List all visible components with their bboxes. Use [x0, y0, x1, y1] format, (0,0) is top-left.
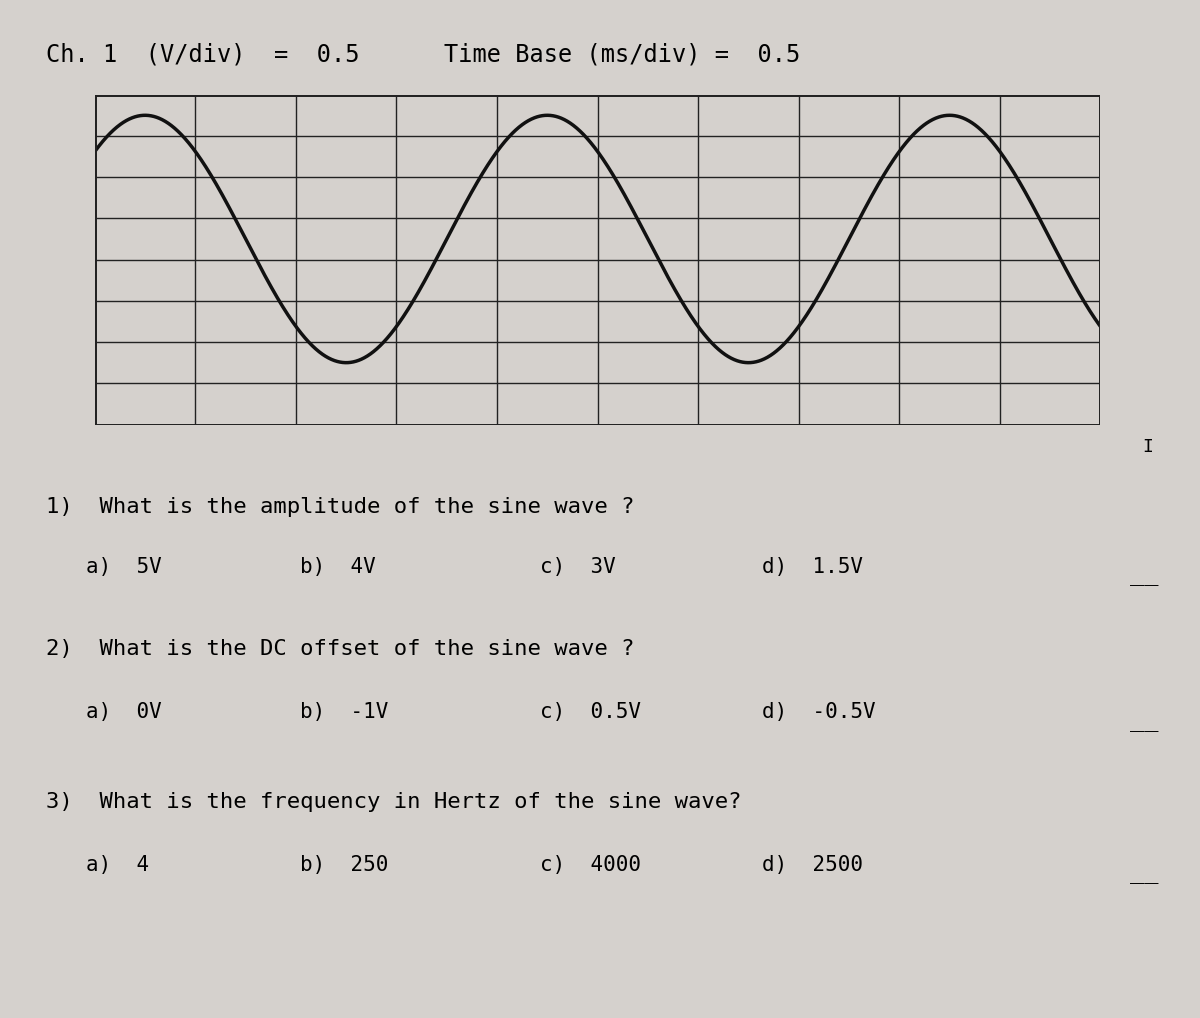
Text: 1)  What is the amplitude of the sine wave ?: 1) What is the amplitude of the sine wav…	[46, 497, 634, 517]
Text: I: I	[1142, 438, 1153, 456]
Text: 3)  What is the frequency in Hertz of the sine wave?: 3) What is the frequency in Hertz of the…	[46, 792, 742, 812]
Text: b)  250: b) 250	[300, 855, 389, 875]
Text: a)  0V: a) 0V	[86, 702, 162, 723]
Text: __: __	[1130, 708, 1159, 732]
Text: c)  0.5V: c) 0.5V	[540, 702, 641, 723]
Text: c)  3V: c) 3V	[540, 557, 616, 577]
Text: a)  5V: a) 5V	[86, 557, 162, 577]
Text: c)  4000: c) 4000	[540, 855, 641, 875]
Text: Ch. 1  (V/div)  =  0.5: Ch. 1 (V/div) = 0.5	[46, 43, 359, 67]
Text: d)  1.5V: d) 1.5V	[762, 557, 863, 577]
Text: d)  2500: d) 2500	[762, 855, 863, 875]
Text: b)  4V: b) 4V	[300, 557, 376, 577]
Text: 2)  What is the DC offset of the sine wave ?: 2) What is the DC offset of the sine wav…	[46, 639, 634, 660]
Text: b)  -1V: b) -1V	[300, 702, 389, 723]
Text: __: __	[1130, 860, 1159, 885]
Text: d)  -0.5V: d) -0.5V	[762, 702, 876, 723]
Text: Time Base (ms/div) =  0.5: Time Base (ms/div) = 0.5	[444, 43, 800, 67]
Text: a)  4: a) 4	[86, 855, 150, 875]
Text: __: __	[1130, 562, 1159, 586]
